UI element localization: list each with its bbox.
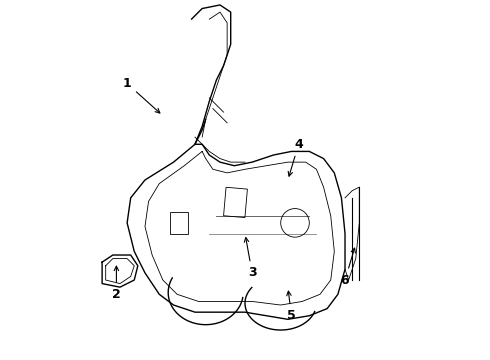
Text: 1: 1 xyxy=(122,77,160,113)
Bar xyxy=(223,187,247,217)
Text: 5: 5 xyxy=(287,291,296,322)
Text: 3: 3 xyxy=(245,238,256,279)
Text: 2: 2 xyxy=(112,266,121,301)
Bar xyxy=(170,212,188,234)
Text: 6: 6 xyxy=(341,248,355,287)
Text: 4: 4 xyxy=(288,138,303,176)
